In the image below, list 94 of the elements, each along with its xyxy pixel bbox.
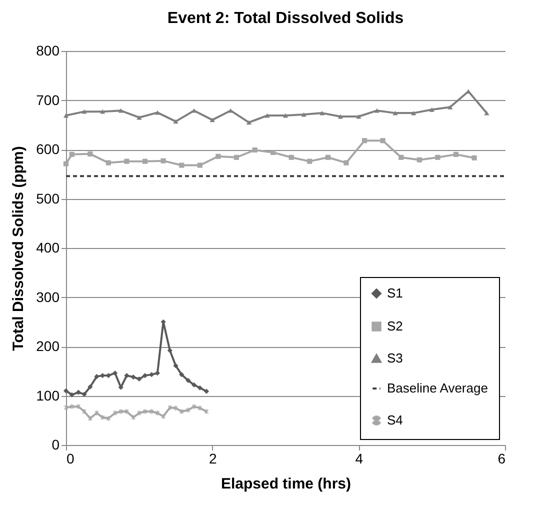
point	[130, 374, 136, 380]
point	[63, 161, 69, 166]
point	[100, 109, 106, 114]
point	[100, 414, 105, 420]
point	[252, 147, 258, 153]
y-tick-label: 100	[36, 387, 60, 404]
point	[216, 154, 221, 159]
point	[94, 374, 100, 380]
legend-label: S4	[387, 412, 403, 428]
point	[338, 114, 343, 119]
point	[192, 404, 196, 410]
point	[112, 410, 118, 416]
x-tick-label: 2	[208, 450, 217, 466]
point	[307, 158, 312, 164]
point	[448, 104, 453, 110]
point	[197, 385, 202, 390]
point	[484, 110, 490, 116]
point	[234, 154, 240, 160]
point	[124, 158, 130, 164]
point	[160, 158, 166, 164]
legend-label: S1	[387, 286, 403, 300]
chart-title: Event 2: Total Dissolved Solids	[167, 10, 404, 27]
point	[118, 108, 124, 113]
x-tick-label: 0	[66, 450, 74, 466]
point	[362, 138, 368, 144]
point	[186, 378, 191, 384]
x-axis-title: Elapsed time (hrs)	[220, 476, 352, 492]
point	[112, 370, 118, 376]
legend-label: S3	[387, 350, 403, 366]
point	[63, 113, 69, 118]
point	[472, 155, 477, 160]
point	[76, 390, 81, 395]
x-tick-label: 6	[498, 450, 506, 466]
y-tick-label: 800	[36, 42, 60, 58]
point	[173, 363, 178, 368]
y-axis-title: Total Dissolved Solids (ppm)	[10, 146, 28, 351]
y-tick-label: 0	[52, 436, 60, 452]
point	[210, 118, 215, 122]
point	[168, 405, 172, 410]
point	[136, 376, 142, 382]
point	[136, 115, 142, 120]
point	[167, 348, 172, 353]
point	[325, 154, 330, 160]
y-tick-label: 200	[36, 338, 60, 354]
point	[173, 119, 178, 124]
point	[380, 138, 386, 144]
y-tick-label: 300	[36, 288, 60, 305]
point	[453, 152, 459, 157]
y-tick-label: 400	[36, 240, 60, 256]
point	[69, 392, 74, 398]
point	[63, 388, 69, 394]
y-tick-label: 500	[36, 190, 60, 206]
point	[142, 158, 148, 164]
legend-label: S2	[387, 318, 403, 334]
point	[282, 113, 288, 118]
point	[155, 410, 160, 416]
point	[435, 154, 440, 160]
point	[204, 408, 209, 414]
point	[191, 382, 197, 388]
point	[88, 384, 93, 390]
point	[198, 406, 202, 411]
point	[204, 388, 210, 394]
point	[142, 408, 148, 414]
y-tick-label: 600	[36, 141, 60, 157]
point	[179, 162, 184, 168]
point	[149, 372, 154, 378]
legend-label: Baseline Average	[387, 380, 488, 396]
point	[392, 110, 398, 116]
point	[154, 110, 160, 115]
point	[301, 112, 306, 117]
point	[197, 162, 202, 168]
point	[410, 110, 416, 116]
point	[356, 114, 362, 119]
point	[82, 109, 87, 114]
point	[344, 160, 349, 166]
point	[106, 160, 111, 166]
point	[69, 152, 74, 157]
point	[124, 373, 130, 378]
x-tick-label: 4	[355, 450, 364, 466]
point	[179, 372, 184, 378]
point	[106, 416, 111, 421]
y-tick-label: 700	[36, 92, 60, 108]
point	[246, 120, 252, 125]
point	[398, 154, 404, 160]
point	[288, 154, 294, 160]
point	[76, 404, 81, 410]
point	[270, 150, 276, 156]
point	[88, 151, 93, 156]
point	[320, 110, 325, 116]
point	[154, 370, 160, 376]
point	[416, 157, 422, 162]
point	[429, 107, 434, 112]
point	[82, 392, 87, 397]
point	[374, 108, 380, 113]
